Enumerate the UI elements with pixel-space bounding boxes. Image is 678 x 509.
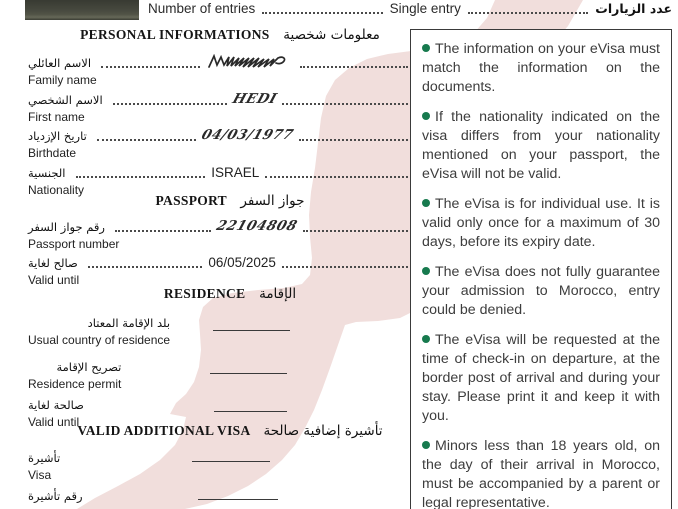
field-residence-permit: تصريح الإقامة Residence permit <box>28 360 121 393</box>
dotted-leader <box>467 3 589 14</box>
note-text: The eVisa does not fully guarantee your … <box>422 264 660 318</box>
evisa-notes-panel: The information on your eVisa must match… <box>410 29 672 509</box>
note-text: The eVisa will be requested at the time … <box>422 332 660 424</box>
usual-country-label-en: Usual country of residence <box>28 333 171 347</box>
residence-heading-en: RESIDENCE <box>163 286 246 301</box>
note-text: Minors less than 18 years old, on the da… <box>422 438 660 509</box>
passport-number-label-ar: رقم جواز السفر <box>28 220 105 234</box>
usual-country-label-ar: بلد الإقامة المعتاد <box>87 316 171 330</box>
note-item: The eVisa is for individual use. It is v… <box>422 195 660 252</box>
dotted-leader <box>281 256 408 268</box>
family-name-handwritten-scribble <box>207 54 285 68</box>
field-visa-number: رقم تأشيرة <box>28 489 83 504</box>
visa-label-ar: تأشيرة <box>28 451 61 465</box>
visa-label-en: Visa <box>28 468 52 482</box>
field-passport-valid-until: صالح لغاية 06/05/2025 Valid until <box>28 255 412 287</box>
residence-heading-ar: الإقامة <box>259 286 297 302</box>
passport-valid-until-label-ar: صالح لغاية <box>28 256 78 270</box>
field-family-name: الاسم العائلي Family name <box>28 54 412 87</box>
residence-valid-until-label-ar: صالحة لغاية <box>28 398 84 412</box>
bullet-dot-icon <box>422 335 430 343</box>
bullet-dot-icon <box>422 199 430 207</box>
passport-number-label-en: Passport number <box>28 237 120 251</box>
bullet-dot-icon <box>422 441 430 449</box>
residence-permit-blank-line <box>210 373 287 374</box>
first-name-label-en: First name <box>28 110 85 124</box>
field-first-name: الاسم الشخصي HEDI First name <box>28 91 412 124</box>
passport-heading-en: PASSPORT <box>155 193 227 208</box>
residence-permit-label-en: Residence permit <box>28 377 122 391</box>
dotted-leader <box>101 56 200 68</box>
first-name-value: HEDI <box>230 91 279 107</box>
note-item: The eVisa does not fully guarantee your … <box>422 263 660 320</box>
entries-value: Single entry <box>389 1 461 16</box>
dotted-leader <box>282 93 408 105</box>
birthdate-value: 04/03/1977 <box>199 127 296 143</box>
personal-heading-en: PERSONAL INFORMATIONS <box>80 27 270 42</box>
field-nationality: الجنسية ISRAEL Nationality <box>28 165 412 197</box>
personal-heading-ar: معلومات شخصية <box>283 27 380 43</box>
first-name-label-ar: الاسم الشخصي <box>28 93 103 107</box>
note-item: The eVisa will be requested at the time … <box>422 331 660 426</box>
dotted-leader <box>265 166 408 178</box>
additional-visa-heading-en: VALID ADDITIONAL VISA <box>77 423 250 438</box>
entries-label: Number of entries <box>148 1 256 16</box>
residence-permit-label-ar: تصريح الإقامة <box>56 360 122 374</box>
bullet-dot-icon <box>422 267 430 275</box>
birthdate-label-ar: تاريخ الإزدياد <box>28 129 87 143</box>
photo-fragment <box>25 0 139 20</box>
nationality-label-ar: الجنسية <box>28 166 66 180</box>
birthdate-label-en: Birthdate <box>28 146 77 160</box>
dotted-leader <box>114 220 211 232</box>
family-name-value <box>204 54 296 70</box>
field-passport-number: رقم جواز السفر 22104808 Passport number <box>28 218 412 251</box>
note-item: The information on your eVisa must match… <box>422 40 660 97</box>
note-item: If the nationality indicated on the visa… <box>422 108 660 184</box>
additional-visa-section-heading: VALID ADDITIONAL VISA تأشيرة إضافية صالح… <box>0 423 460 439</box>
entries-label-arabic: عدد الزيارات <box>595 1 672 16</box>
visa-number-blank-line <box>198 499 278 500</box>
dotted-leader <box>262 3 383 14</box>
field-visa: تأشيرة Visa <box>28 451 60 484</box>
family-name-label-en: Family name <box>28 73 97 87</box>
residence-valid-until-label-en: Valid until <box>28 415 80 429</box>
visa-blank-line <box>192 461 270 462</box>
nationality-value: ISRAEL <box>211 165 260 180</box>
dotted-leader <box>112 93 227 105</box>
dotted-leader <box>302 220 408 232</box>
note-item: Minors less than 18 years old, on the da… <box>422 437 660 509</box>
note-text: The information on your eVisa must match… <box>422 41 660 95</box>
dotted-leader <box>87 256 203 268</box>
note-text: The eVisa is for individual use. It is v… <box>422 196 660 250</box>
dotted-leader <box>298 129 408 141</box>
bullet-dot-icon <box>422 44 430 52</box>
family-name-label-ar: الاسم العائلي <box>28 56 92 70</box>
passport-number-value: 22104808 <box>214 218 300 234</box>
passport-valid-until-value: 06/05/2025 <box>208 255 276 270</box>
residence-valid-until-blank-line <box>214 411 287 412</box>
dotted-leader <box>75 166 206 178</box>
note-text: If the nationality indicated on the visa… <box>422 109 660 182</box>
field-usual-country: بلد الإقامة المعتاد Usual country of res… <box>28 316 170 349</box>
passport-section-heading: PASSPORT جواز السفر <box>0 193 460 209</box>
additional-visa-heading-ar: تأشيرة إضافية صالحة <box>263 423 383 439</box>
passport-heading-ar: جواز السفر <box>240 193 305 209</box>
personal-section-heading: PERSONAL INFORMATIONS معلومات شخصية <box>0 27 460 43</box>
field-birthdate: تاريخ الإزدياد 04/03/1977 Birthdate <box>28 127 412 160</box>
usual-country-blank-line <box>213 330 290 331</box>
dotted-leader <box>299 56 408 68</box>
nationality-label-en: Nationality <box>28 183 85 197</box>
bullet-dot-icon <box>422 112 430 120</box>
residence-section-heading: RESIDENCE الإقامة <box>0 286 460 302</box>
passport-valid-until-label-en: Valid until <box>28 273 80 287</box>
entries-row: Number of entries Single entry عدد الزيا… <box>148 1 672 16</box>
dotted-leader <box>96 129 196 141</box>
visa-number-label-ar: رقم تأشيرة <box>28 489 83 503</box>
field-residence-valid-until: صالحة لغاية Valid until <box>28 398 84 431</box>
